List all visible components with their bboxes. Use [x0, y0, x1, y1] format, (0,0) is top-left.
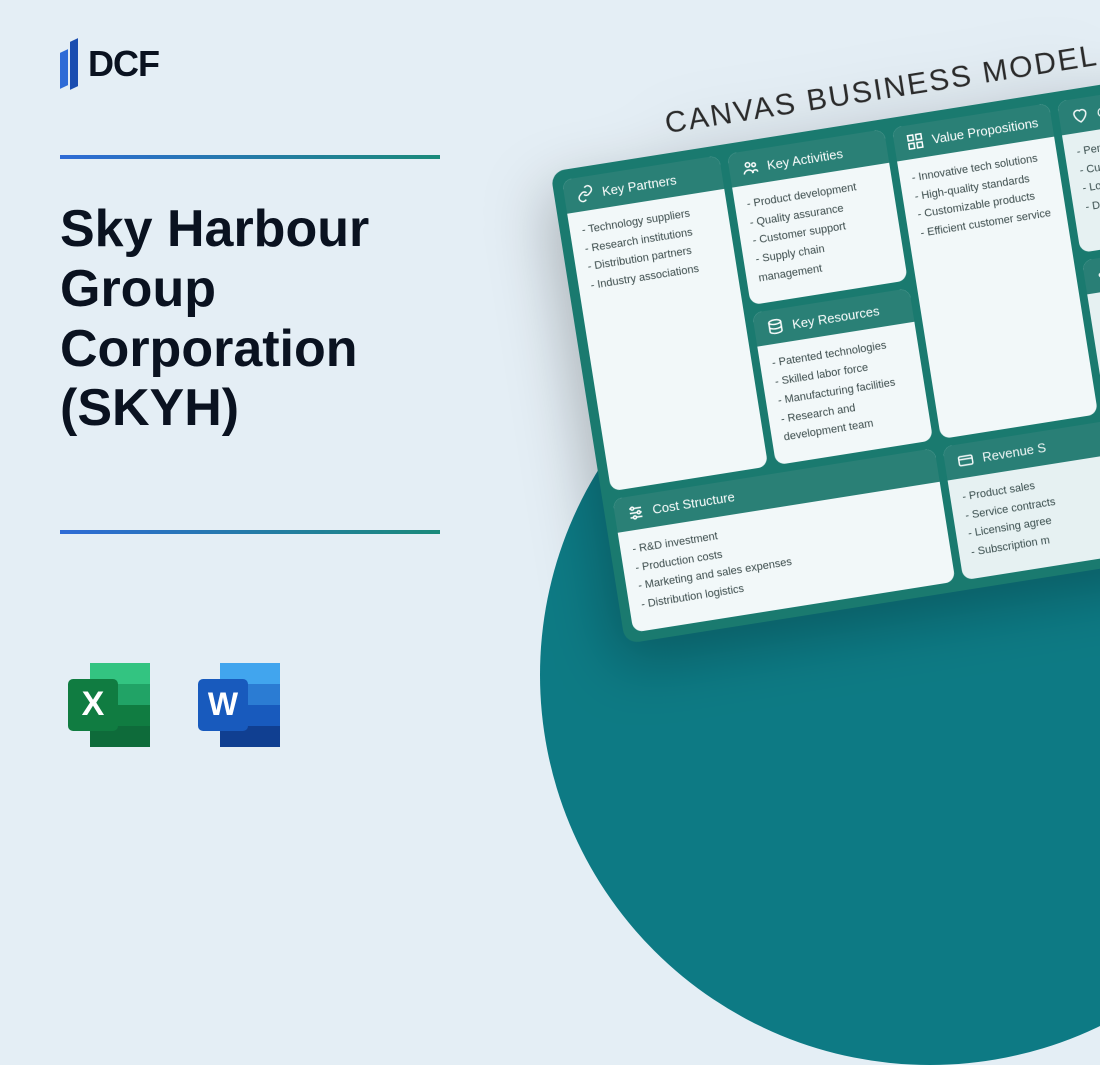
divider-top [60, 155, 440, 159]
block-label: Key Partners [601, 172, 678, 199]
brand-logo: DCF [60, 40, 159, 88]
logo-mark-icon [60, 40, 78, 88]
block-label: Key Resources [791, 303, 880, 332]
database-icon [765, 317, 786, 338]
users-icon [740, 157, 761, 178]
svg-text:W: W [208, 686, 239, 722]
block-label: C [1096, 104, 1100, 120]
card-icon [955, 450, 976, 471]
heart-icon [1070, 105, 1091, 126]
app-icons: X W [60, 655, 290, 755]
block-body: Technology suppliersResearch institution… [567, 189, 768, 491]
word-icon: W [190, 655, 290, 755]
page-title: Sky Harbour Group Corporation (SKYH) [60, 200, 480, 439]
svg-text:X: X [82, 685, 105, 723]
canvas-card: CANVAS BUSINESS MODEL Key Partners Techn… [543, 20, 1100, 644]
block-label: Cost Structure [651, 489, 735, 517]
block-key-resources: Key Resources Patented technologiesSkill… [752, 289, 933, 465]
block-label: Key Activities [766, 145, 844, 172]
brand-name: DCF [88, 43, 159, 85]
grid-icon [905, 131, 926, 152]
block-body: Product developmentQuality assuranceCust… [732, 163, 908, 306]
canvas-grid: Key Partners Technology suppliersResearc… [550, 65, 1100, 643]
share-icon [1095, 264, 1100, 285]
sliders-icon [625, 502, 646, 523]
excel-icon: X [60, 655, 160, 755]
block-key-activities: Key Activities Product developmentQualit… [727, 129, 908, 305]
link-icon [575, 183, 596, 204]
divider-bottom [60, 530, 440, 534]
block-label: Revenue S [981, 440, 1047, 465]
block-body: Patented technologiesSkilled labor force… [757, 322, 933, 465]
block-body: Innovative tech solutionsHigh-quality st… [897, 137, 1098, 439]
